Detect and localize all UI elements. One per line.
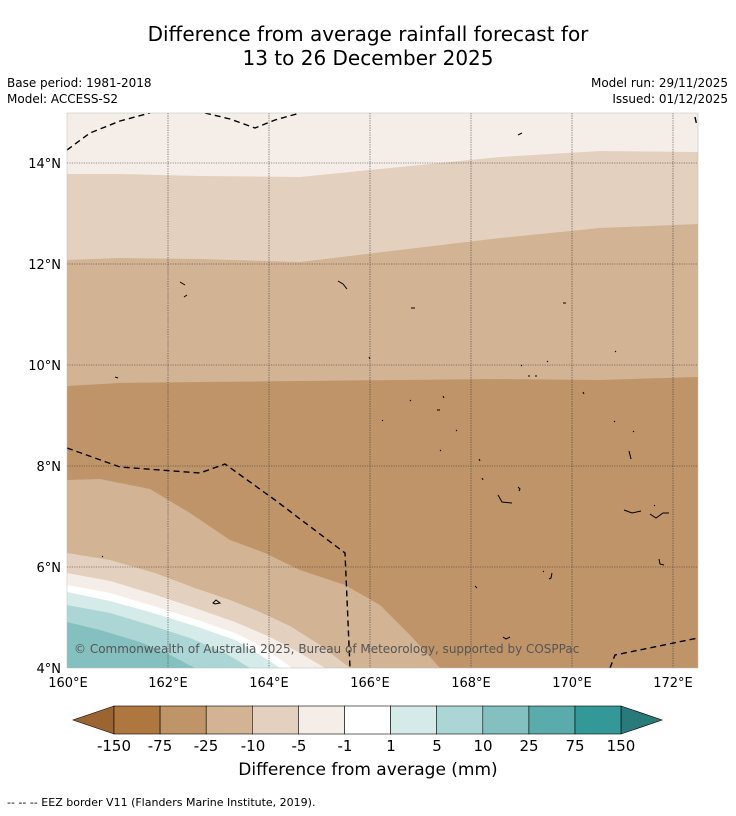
colorbar-swatch — [205, 705, 253, 735]
graticule — [67, 113, 698, 668]
colorbar-tick-label: 1 — [386, 737, 396, 755]
meta-left: Base period: 1981-2018 Model: ACCESS-S2 — [7, 75, 152, 107]
lat-label: 12°N — [28, 258, 61, 273]
meta-right: Model run: 29/11/2025 Issued: 01/12/2025 — [591, 75, 728, 107]
colorbar-tick-label: -10 — [241, 737, 266, 755]
lon-label: 160°E — [48, 676, 88, 691]
colorbar-tick-label: -25 — [194, 737, 219, 755]
colorbar-extend-low — [72, 705, 115, 735]
lat-label: 14°N — [28, 157, 61, 172]
map-frame — [66, 112, 699, 669]
copyright-text: © Commonwealth of Australia 2025, Bureau… — [74, 642, 579, 656]
lon-label: 162°E — [148, 676, 188, 691]
lon-label: 168°E — [451, 676, 491, 691]
colorbar-tick-label: -5 — [292, 737, 307, 755]
colorbar-swatch — [113, 705, 161, 735]
base-period: Base period: 1981-2018 — [7, 76, 152, 90]
colorbar-tick-label: 25 — [519, 737, 538, 755]
title-line-2: 13 to 26 December 2025 — [242, 46, 494, 70]
eez-border — [67, 113, 698, 668]
colorbar-tick-label: 75 — [565, 737, 584, 755]
lon-label: 164°E — [249, 676, 289, 691]
eez-legend-footnote: -- -- -- EEZ border V11 (Flanders Marine… — [7, 796, 316, 809]
colorbar — [72, 705, 664, 735]
lat-label: 10°N — [28, 359, 61, 374]
title-line-1: Difference from average rainfall forecas… — [147, 22, 589, 46]
lat-label: 6°N — [37, 561, 62, 576]
colorbar-ticks: -150 -75 -25 -10 -5 -1 1 5 10 25 75 150 — [97, 737, 635, 755]
colorbar-swatch — [344, 705, 391, 735]
latitude-labels: 14°N 12°N 10°N 8°N 6°N 4°N — [28, 157, 61, 677]
colorbar-swatch — [482, 705, 530, 735]
colorbar-swatch — [574, 705, 622, 735]
map-fill — [67, 113, 698, 668]
issued-date: Issued: 01/12/2025 — [612, 92, 728, 106]
colorbar-tick-label: -150 — [97, 737, 131, 755]
sw-plus25 — [67, 622, 195, 668]
colorbar-swatch — [390, 705, 438, 735]
colorbar-tick-label: 150 — [607, 737, 636, 755]
band-minus1 — [67, 113, 698, 177]
colorbar-swatch — [298, 705, 345, 735]
colorbar-swatch — [159, 705, 207, 735]
colorbar-swatch — [436, 705, 484, 735]
map-title: Difference from average rainfall forecas… — [0, 22, 736, 70]
lon-label: 172°E — [653, 676, 693, 691]
model-name: Model: ACCESS-S2 — [7, 92, 119, 106]
lon-label: 166°E — [350, 676, 390, 691]
colorbar-tick-label: 5 — [432, 737, 442, 755]
model-run: Model run: 29/11/2025 — [590, 76, 728, 90]
colorbar-tick-label: -1 — [338, 737, 353, 755]
colorbar-title: Difference from average (mm) — [238, 760, 498, 780]
colorbar-tick-label: -75 — [148, 737, 173, 755]
lat-label: 4°N — [37, 662, 62, 677]
islands — [101, 132, 669, 640]
colorbar-swatch — [528, 705, 576, 735]
lat-label: 8°N — [37, 460, 62, 475]
longitude-labels: 160°E 162°E 164°E 166°E 168°E 170°E 172°… — [48, 676, 693, 691]
colorbar-swatch — [252, 705, 299, 735]
colorbar-extend-high — [620, 705, 664, 735]
colorbar-tick-label: 10 — [473, 737, 492, 755]
lon-label: 170°E — [552, 676, 592, 691]
